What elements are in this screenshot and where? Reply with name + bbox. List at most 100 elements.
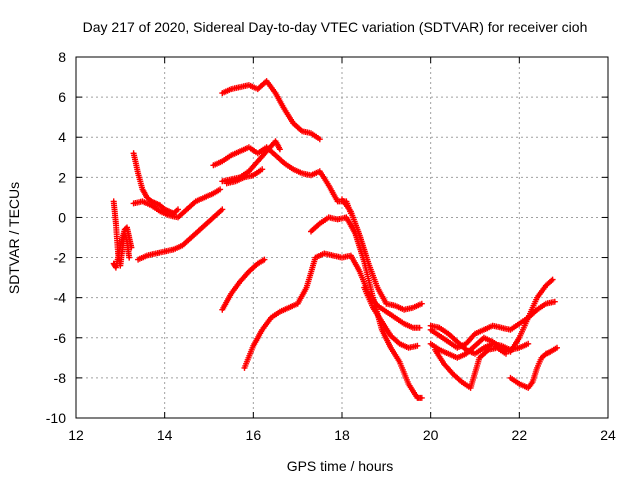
data-point <box>491 324 494 327</box>
data-point <box>159 204 162 207</box>
data-point <box>527 316 530 319</box>
data-point <box>318 138 322 141</box>
data-point <box>402 308 406 311</box>
data-point <box>119 264 122 267</box>
data-point <box>141 188 144 191</box>
data-point <box>518 322 521 325</box>
data-point <box>323 252 326 255</box>
data-point <box>128 236 131 239</box>
data-point <box>394 304 397 307</box>
series-arc-6 <box>219 78 323 143</box>
data-point <box>150 204 153 207</box>
data-point <box>504 352 508 356</box>
data-point <box>482 336 486 339</box>
data-point <box>221 208 224 211</box>
data-point <box>252 174 255 177</box>
data-point <box>385 310 388 313</box>
data-point <box>544 284 548 287</box>
data-point <box>411 326 415 329</box>
data-point <box>535 296 539 299</box>
data-point <box>429 342 432 345</box>
data-point <box>238 150 242 153</box>
data-point <box>407 382 410 386</box>
data-point <box>371 306 375 309</box>
data-point <box>429 328 432 331</box>
data-point <box>265 79 268 83</box>
data-point <box>478 356 481 360</box>
x-tick-label: 16 <box>246 427 262 443</box>
data-point <box>438 334 441 337</box>
x-tick-label: 18 <box>334 427 350 443</box>
x-tick-label: 20 <box>423 427 439 443</box>
data-point <box>376 286 379 289</box>
series-arc-3 <box>130 150 181 217</box>
data-point <box>340 256 344 259</box>
data-point <box>318 170 322 173</box>
data-point <box>256 152 259 155</box>
data-point <box>136 172 140 175</box>
data-point <box>358 234 361 237</box>
data-marks <box>110 78 560 401</box>
data-point <box>473 332 477 335</box>
data-point <box>509 348 512 352</box>
data-point <box>349 254 353 257</box>
data-point <box>509 328 512 331</box>
y-tick-label: 2 <box>58 169 66 185</box>
data-point <box>555 346 559 350</box>
y-tick-label: -4 <box>54 290 67 306</box>
data-point <box>252 344 255 347</box>
data-point <box>130 246 133 249</box>
data-point <box>296 302 299 305</box>
x-tick-label: 24 <box>600 427 616 443</box>
series-arc-9 <box>223 166 266 187</box>
data-point <box>385 302 388 305</box>
data-point <box>464 348 468 352</box>
data-point <box>159 210 162 213</box>
data-point <box>464 352 468 356</box>
data-point <box>460 380 463 384</box>
data-point <box>500 344 503 347</box>
data-point <box>203 196 206 199</box>
data-point <box>464 342 468 345</box>
data-point <box>176 216 180 219</box>
data-point <box>314 256 317 259</box>
data-point <box>416 344 419 347</box>
data-point <box>394 316 397 319</box>
data-point <box>418 326 421 329</box>
x-tick-label: 12 <box>68 427 84 443</box>
data-point <box>473 352 477 356</box>
y-tick-label: -10 <box>46 410 66 426</box>
y-tick-label: -8 <box>54 370 67 386</box>
chart-title: Day 217 of 2020, Sidereal Day-to-day VTE… <box>83 19 588 35</box>
data-point <box>278 310 282 313</box>
data-point <box>456 340 459 343</box>
data-point <box>119 244 122 247</box>
data-point <box>451 372 455 376</box>
data-point <box>212 192 215 195</box>
y-tick-label: 4 <box>58 129 66 145</box>
data-point <box>398 360 401 364</box>
data-point <box>229 154 233 157</box>
x-tick-label: 14 <box>157 427 173 443</box>
data-point <box>150 200 153 203</box>
data-point <box>549 350 552 354</box>
data-point <box>163 250 166 253</box>
data-point <box>345 216 348 219</box>
data-point <box>420 396 423 400</box>
data-point <box>261 168 264 171</box>
data-point <box>221 91 224 95</box>
data-point <box>456 356 459 360</box>
data-point <box>274 140 277 143</box>
data-point <box>132 202 135 205</box>
data-point <box>469 386 472 390</box>
data-point <box>167 214 171 217</box>
data-point <box>327 184 330 187</box>
data-point <box>300 172 304 175</box>
data-point <box>247 83 251 87</box>
data-point <box>125 226 129 229</box>
data-point <box>309 230 313 233</box>
data-point <box>433 348 437 352</box>
data-point <box>145 254 149 257</box>
y-tick-label: -2 <box>54 250 67 266</box>
data-point <box>544 352 548 356</box>
